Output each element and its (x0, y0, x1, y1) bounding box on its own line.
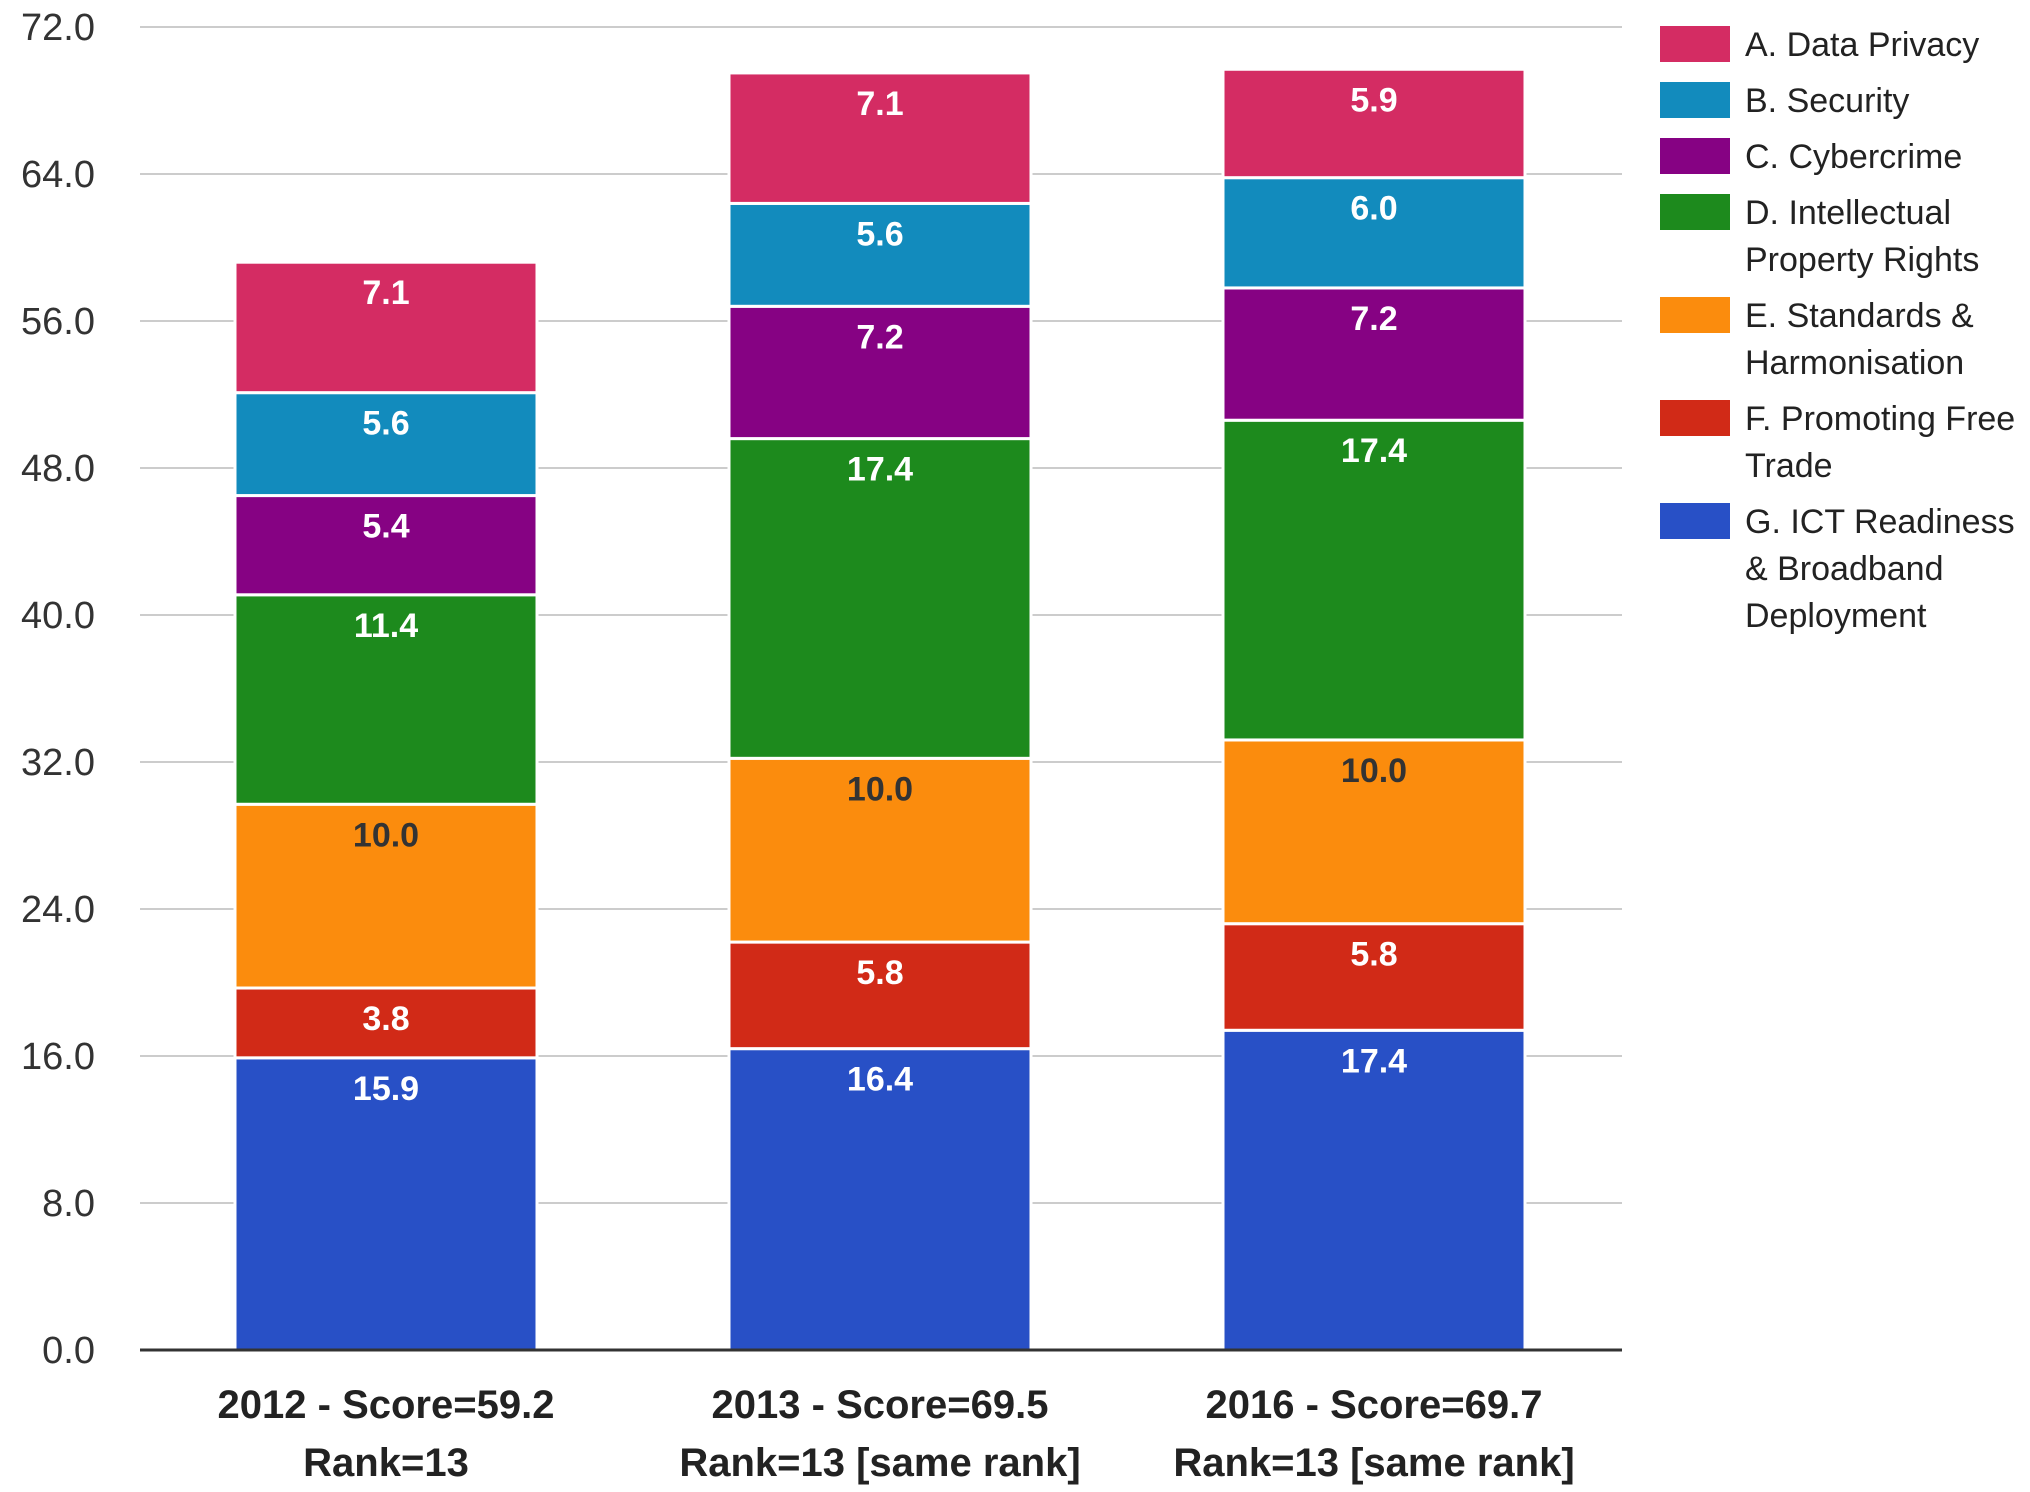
bar-value-label: 7.1 (856, 85, 903, 123)
bar-segment (727, 1047, 1033, 1352)
x-axis: 2012 - Score=59.2 Rank=13 2013 - Score=69.… (140, 1348, 1622, 1485)
y-axis: 0.0 8.0 16.0 24.0 32.0 40.0 48.0 56.0 64.0 72.0 (21, 7, 95, 1372)
bar-value-label: 15.9 (353, 1070, 419, 1108)
bar-value-label: 10.0 (1341, 752, 1407, 790)
bar-value-label: 17.4 (847, 451, 913, 489)
x-category-label: 2012 - Score=59.2 (218, 1383, 555, 1427)
bar-value-label: 11.4 (354, 607, 418, 645)
bar-value-label: 10.0 (353, 816, 419, 854)
bar-value-label: 7.2 (1350, 300, 1397, 338)
legend-swatch (1660, 138, 1730, 174)
bar-segment (233, 802, 539, 990)
x-category-label: Rank=13 [same rank] (1173, 1441, 1574, 1485)
bar-segment (727, 304, 1033, 441)
legend-swatch (1660, 400, 1730, 436)
legend-swatch (1660, 194, 1730, 230)
x-category-label: Rank=13 [same rank] (679, 1441, 1080, 1485)
x-category-label: 2016 - Score=69.7 (1206, 1383, 1543, 1427)
bar-value-label: 17.4 (1341, 432, 1407, 470)
legend-label: D. Intellectual (1745, 194, 1951, 232)
legend-label: F. Promoting Free (1745, 400, 2015, 438)
legend-label: Property Rights (1745, 241, 1979, 279)
bar-value-label: 5.8 (1350, 936, 1397, 974)
legend-label: E. Standards & (1745, 297, 1974, 335)
bar-segment (727, 756, 1033, 944)
y-tick-label: 24.0 (21, 889, 95, 931)
legend-swatch (1660, 503, 1730, 539)
bar-segment (233, 986, 539, 1060)
bar-value-label: 7.2 (856, 318, 903, 356)
bar-segment (1221, 1028, 1527, 1352)
legend-swatch (1660, 82, 1730, 118)
y-tick-label: 0.0 (42, 1330, 95, 1372)
x-category-label: 2013 - Score=69.5 (712, 1383, 1049, 1427)
legend-label: G. ICT Readiness (1745, 503, 2015, 541)
legend-swatch (1660, 297, 1730, 333)
bar-segment (233, 260, 539, 395)
bar-segment (1221, 418, 1527, 742)
y-tick-label: 72.0 (21, 7, 95, 49)
bar-segment (727, 940, 1033, 1051)
bars: 15.9 3.8 10.0 11.4 5.4 5.6 7.1 16.4 5.8 10.0 17.4 7… (233, 67, 1527, 1352)
y-tick-label: 40.0 (21, 595, 95, 637)
bar-value-label: 5.6 (362, 405, 409, 443)
y-tick-label: 64.0 (21, 154, 95, 196)
y-tick-label: 56.0 (21, 301, 95, 343)
bar-value-label: 5.8 (856, 954, 903, 992)
y-tick-label: 16.0 (21, 1036, 95, 1078)
x-category-label: Rank=13 (303, 1441, 469, 1485)
bar-value-label: 6.0 (1350, 190, 1397, 228)
bar-segment (233, 593, 539, 806)
legend-label: & Broadband (1745, 550, 1944, 588)
bar-segment (1221, 922, 1527, 1032)
bar-value-label: 16.4 (847, 1061, 913, 1099)
bar-segment (1221, 738, 1527, 926)
y-tick-label: 32.0 (21, 742, 95, 784)
bar-value-label: 5.4 (362, 508, 409, 546)
legend-label: C. Cybercrime (1745, 138, 1962, 176)
legend: A. Data Privacy B. Security C. Cybercrime D… (1660, 26, 2015, 635)
y-tick-label: 8.0 (42, 1183, 95, 1225)
bar-segment (233, 391, 539, 498)
bar-value-label: 7.1 (362, 274, 409, 312)
bar-value-label: 5.9 (1350, 81, 1397, 119)
legend-label: A. Data Privacy (1745, 26, 1979, 64)
bar-value-label: 3.8 (362, 1000, 409, 1038)
bar-value-label: 10.0 (847, 770, 913, 808)
bar-value-label: 17.4 (1341, 1042, 1407, 1080)
legend-swatch (1660, 26, 1730, 62)
legend-label: B. Security (1745, 82, 1909, 120)
bar-segment (233, 1056, 539, 1352)
bar-segment (727, 71, 1033, 205)
legend-label: Deployment (1745, 597, 1927, 635)
bar-segment (1221, 176, 1527, 290)
bar-value-label: 5.6 (856, 215, 903, 253)
legend-label: Harmonisation (1745, 344, 1964, 382)
bar-segment (1221, 286, 1527, 422)
y-tick-label: 48.0 (21, 448, 95, 490)
legend-label: Trade (1745, 447, 1833, 485)
bar-segment (1221, 67, 1527, 180)
